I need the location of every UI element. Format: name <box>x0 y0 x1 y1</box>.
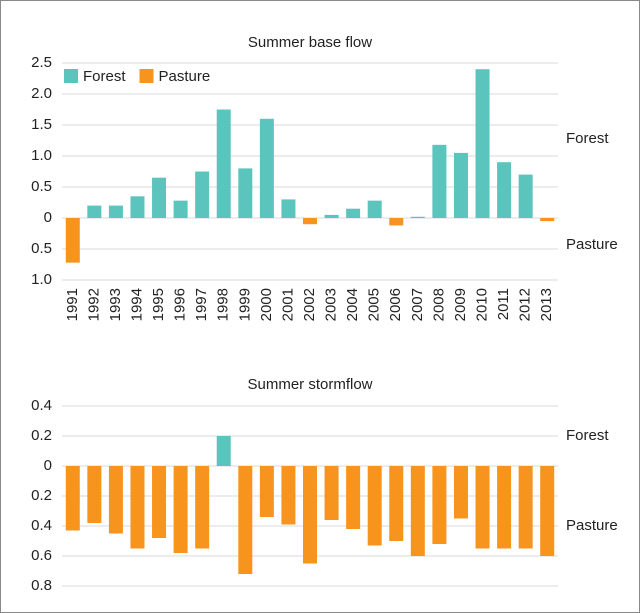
x-tick-label: 2008 <box>430 288 447 321</box>
bar <box>497 162 512 218</box>
bar <box>453 152 468 218</box>
x-tick-label: 2011 <box>495 288 512 320</box>
bar <box>410 466 425 556</box>
x-tick-label: 1998 <box>215 288 232 321</box>
y-tick-label: 1.0 <box>31 271 52 288</box>
bar <box>389 466 404 541</box>
bar <box>540 218 555 222</box>
annotation: Forest <box>566 427 609 444</box>
bar <box>281 466 296 525</box>
x-tick-label: 1997 <box>193 288 210 321</box>
bar <box>108 205 123 218</box>
x-tick-label: 1996 <box>172 288 189 321</box>
bar <box>130 196 145 218</box>
bar <box>238 466 253 574</box>
bar <box>195 466 210 549</box>
x-tick-label: 2010 <box>473 288 490 321</box>
bar <box>367 200 382 218</box>
legend-swatch <box>64 69 78 83</box>
bar <box>216 109 231 218</box>
bar <box>87 205 102 218</box>
chart-title: Summer base flow <box>248 34 372 51</box>
bar <box>195 171 210 218</box>
x-tick-label: 2006 <box>387 288 404 321</box>
y-tick-label: 0 <box>44 209 52 226</box>
x-tick-label: 1991 <box>64 288 81 321</box>
bar <box>410 216 425 218</box>
bar <box>152 177 167 218</box>
bar <box>216 436 231 466</box>
annotation: Pasture <box>566 517 618 534</box>
bar <box>432 144 447 218</box>
bar <box>238 168 253 218</box>
x-tick-label: 2009 <box>452 288 469 321</box>
bar <box>475 466 490 549</box>
bar <box>65 218 80 263</box>
legend-swatch <box>139 69 154 83</box>
bar <box>475 69 490 218</box>
x-tick-label: 2000 <box>258 288 275 321</box>
x-tick-label: 1995 <box>150 288 167 321</box>
x-tick-label: 2002 <box>301 288 318 321</box>
bar <box>540 466 555 556</box>
bar <box>324 466 339 520</box>
y-tick-label: 0.8 <box>31 577 52 594</box>
y-tick-label: 0.4 <box>31 397 52 414</box>
bar <box>518 466 533 549</box>
bar <box>65 466 80 531</box>
y-tick-label: 2.0 <box>31 85 52 102</box>
bar <box>389 218 404 226</box>
bar <box>324 214 339 218</box>
y-tick-label: 0 <box>44 457 52 474</box>
x-tick-label: 1992 <box>85 288 102 321</box>
bar <box>518 174 533 218</box>
bar <box>303 218 317 225</box>
y-tick-label: 1.5 <box>31 116 52 133</box>
y-tick-label: 0.2 <box>31 427 52 444</box>
y-tick-label: 0.2 <box>31 487 52 504</box>
chart-title: Summer stormflow <box>247 376 372 393</box>
bar <box>367 466 382 546</box>
x-tick-label: 2005 <box>366 288 383 321</box>
bar <box>497 466 512 549</box>
legend-label: Pasture <box>159 68 211 85</box>
x-tick-label: 2003 <box>323 288 340 321</box>
bar <box>108 466 123 534</box>
x-tick-label: 2004 <box>344 288 361 321</box>
bar <box>259 466 274 517</box>
x-tick-label: 1994 <box>128 288 145 321</box>
y-tick-label: 1.0 <box>31 147 52 164</box>
x-tick-label: 1993 <box>107 288 124 321</box>
bar <box>130 466 145 549</box>
bar <box>259 118 274 218</box>
bar <box>303 466 317 564</box>
bar <box>173 466 188 553</box>
bar <box>346 208 361 218</box>
y-tick-label: 0.4 <box>31 517 52 534</box>
annotation: Forest <box>566 130 609 147</box>
y-tick-label: 0.5 <box>31 240 52 257</box>
bar <box>152 466 167 538</box>
x-tick-label: 2007 <box>409 288 426 321</box>
legend-label: Forest <box>83 68 126 85</box>
bar <box>173 200 188 218</box>
x-tick-label: 2013 <box>538 288 555 321</box>
y-tick-label: 0.6 <box>31 547 52 564</box>
x-tick-label: 2012 <box>517 288 534 321</box>
x-tick-label: 1999 <box>236 288 253 321</box>
bar <box>453 466 468 519</box>
y-tick-label: 0.5 <box>31 178 52 195</box>
annotation: Pasture <box>566 236 618 253</box>
bar <box>281 199 296 218</box>
bar <box>87 466 102 523</box>
bar <box>346 466 361 529</box>
bar <box>432 466 447 544</box>
y-tick-label: 2.5 <box>31 54 52 71</box>
x-tick-label: 2001 <box>279 288 296 321</box>
